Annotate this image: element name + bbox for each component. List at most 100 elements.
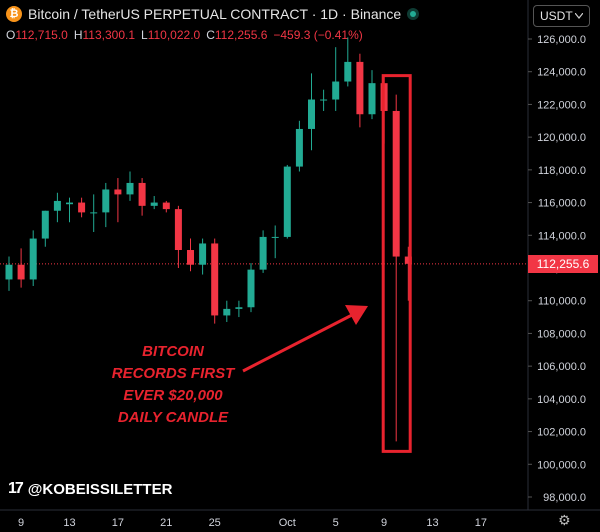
price-tick-label: 126,000.0 <box>537 34 586 46</box>
candle-body <box>78 202 86 213</box>
low-key: L <box>141 28 148 42</box>
candle-body <box>295 128 303 167</box>
change-value: −459.3 (−0.41%) <box>273 28 363 42</box>
candle[interactable] <box>17 248 25 288</box>
candle-body <box>150 202 158 206</box>
candle[interactable] <box>295 120 303 172</box>
annotation-line: DAILY CANDLE <box>117 409 229 426</box>
candle[interactable] <box>29 230 37 286</box>
time-tick-label: Oct <box>279 517 296 529</box>
candle[interactable] <box>247 263 255 313</box>
candle-body <box>211 243 219 316</box>
time-tick-label: 13 <box>63 517 75 529</box>
candle-body <box>199 243 207 265</box>
candle[interactable] <box>356 53 364 128</box>
candle-body <box>392 110 400 257</box>
candle-body <box>332 81 340 100</box>
high-key: H <box>73 28 83 42</box>
time-tick-label: 17 <box>475 517 487 529</box>
candle-body <box>17 264 25 280</box>
candle[interactable] <box>368 70 376 120</box>
candle-body <box>66 202 73 205</box>
candle[interactable] <box>271 225 279 259</box>
candle[interactable] <box>114 178 122 223</box>
candle[interactable] <box>102 182 110 228</box>
ohlc-legend: O112,715.0 H113,300.1 L110,022.0 C112,25… <box>6 28 363 42</box>
time-tick-label: 25 <box>209 517 221 529</box>
candle[interactable] <box>211 238 219 324</box>
candle[interactable] <box>5 256 13 291</box>
time-tick-label: 5 <box>333 517 339 529</box>
candle-body <box>320 99 328 101</box>
time-tick-label: 17 <box>112 517 124 529</box>
price-tick-label: 116,000.0 <box>538 198 586 210</box>
candle-body <box>247 269 255 308</box>
brand-handle: @KOBEISSILETTER <box>27 480 173 498</box>
candle[interactable] <box>162 200 170 213</box>
highlight-box <box>381 74 412 453</box>
candle-body <box>259 236 267 270</box>
candle-body <box>29 238 37 280</box>
candle-body <box>344 61 352 82</box>
candle[interactable] <box>41 210 49 247</box>
candle[interactable] <box>66 197 73 223</box>
candle-body <box>368 83 376 115</box>
chart-header: ₿ Bitcoin / TetherUS PERPETUAL CONTRACT … <box>6 6 420 22</box>
time-tick-label: 13 <box>426 517 438 529</box>
price-tick-label: 98,000.0 <box>543 492 586 504</box>
price-tick-label: 120,000.0 <box>537 132 586 144</box>
price-tick-label: 104,000.0 <box>537 394 586 406</box>
candle[interactable] <box>138 178 146 216</box>
symbol-title[interactable]: Bitcoin / TetherUS PERPETUAL CONTRACT · … <box>28 6 402 22</box>
open-key: O <box>6 28 16 42</box>
settings-icon[interactable]: ⚙ <box>558 512 571 528</box>
candle-body <box>174 209 182 251</box>
annotation-arrow <box>242 305 368 373</box>
candle[interactable] <box>308 73 315 151</box>
bitcoin-icon: ₿ <box>6 6 22 22</box>
annotation-line: BITCOIN <box>142 343 204 360</box>
candle-body <box>41 210 49 239</box>
price-tick-label: 118,000.0 <box>538 165 586 177</box>
candle-body <box>162 202 170 210</box>
candle[interactable] <box>199 238 207 275</box>
candle[interactable] <box>150 196 158 210</box>
candle[interactable] <box>344 37 352 87</box>
currency-select[interactable]: USDT <box>533 5 590 27</box>
candle[interactable] <box>78 197 86 218</box>
candle[interactable] <box>283 164 291 239</box>
candle[interactable] <box>392 94 400 442</box>
candle-body <box>138 182 146 206</box>
candle-body <box>53 200 61 211</box>
candle-body <box>187 250 194 265</box>
candle[interactable] <box>187 238 194 272</box>
candle-body <box>404 256 412 264</box>
annotation-line: EVER $20,000 <box>123 387 223 404</box>
price-tick-label: 124,000.0 <box>537 67 586 79</box>
candle-body <box>283 166 291 237</box>
candle[interactable] <box>259 230 267 273</box>
annotation-line: RECORDS FIRST <box>111 365 235 382</box>
brand-watermark: 17 @KOBEISSILETTER <box>8 480 172 498</box>
candle[interactable] <box>320 89 328 111</box>
candle[interactable] <box>235 300 243 318</box>
candle[interactable] <box>90 194 98 233</box>
price-tick-label: 114,000.0 <box>538 230 586 242</box>
candle-body <box>5 264 13 280</box>
candle[interactable] <box>126 171 134 201</box>
current-price-label: 112,255.6 <box>528 255 598 273</box>
candle[interactable] <box>174 205 182 268</box>
candle[interactable] <box>53 192 61 223</box>
market-status-icon <box>407 8 420 20</box>
candle-body <box>114 189 122 195</box>
candle-body <box>271 236 279 238</box>
time-tick-label: 9 <box>381 517 387 529</box>
candle-body <box>223 308 231 316</box>
candle-body <box>308 99 315 129</box>
candle[interactable] <box>332 47 340 111</box>
candle[interactable] <box>404 246 412 301</box>
close-key: C <box>206 28 215 42</box>
candle[interactable] <box>223 300 231 322</box>
candle-body <box>356 61 364 115</box>
